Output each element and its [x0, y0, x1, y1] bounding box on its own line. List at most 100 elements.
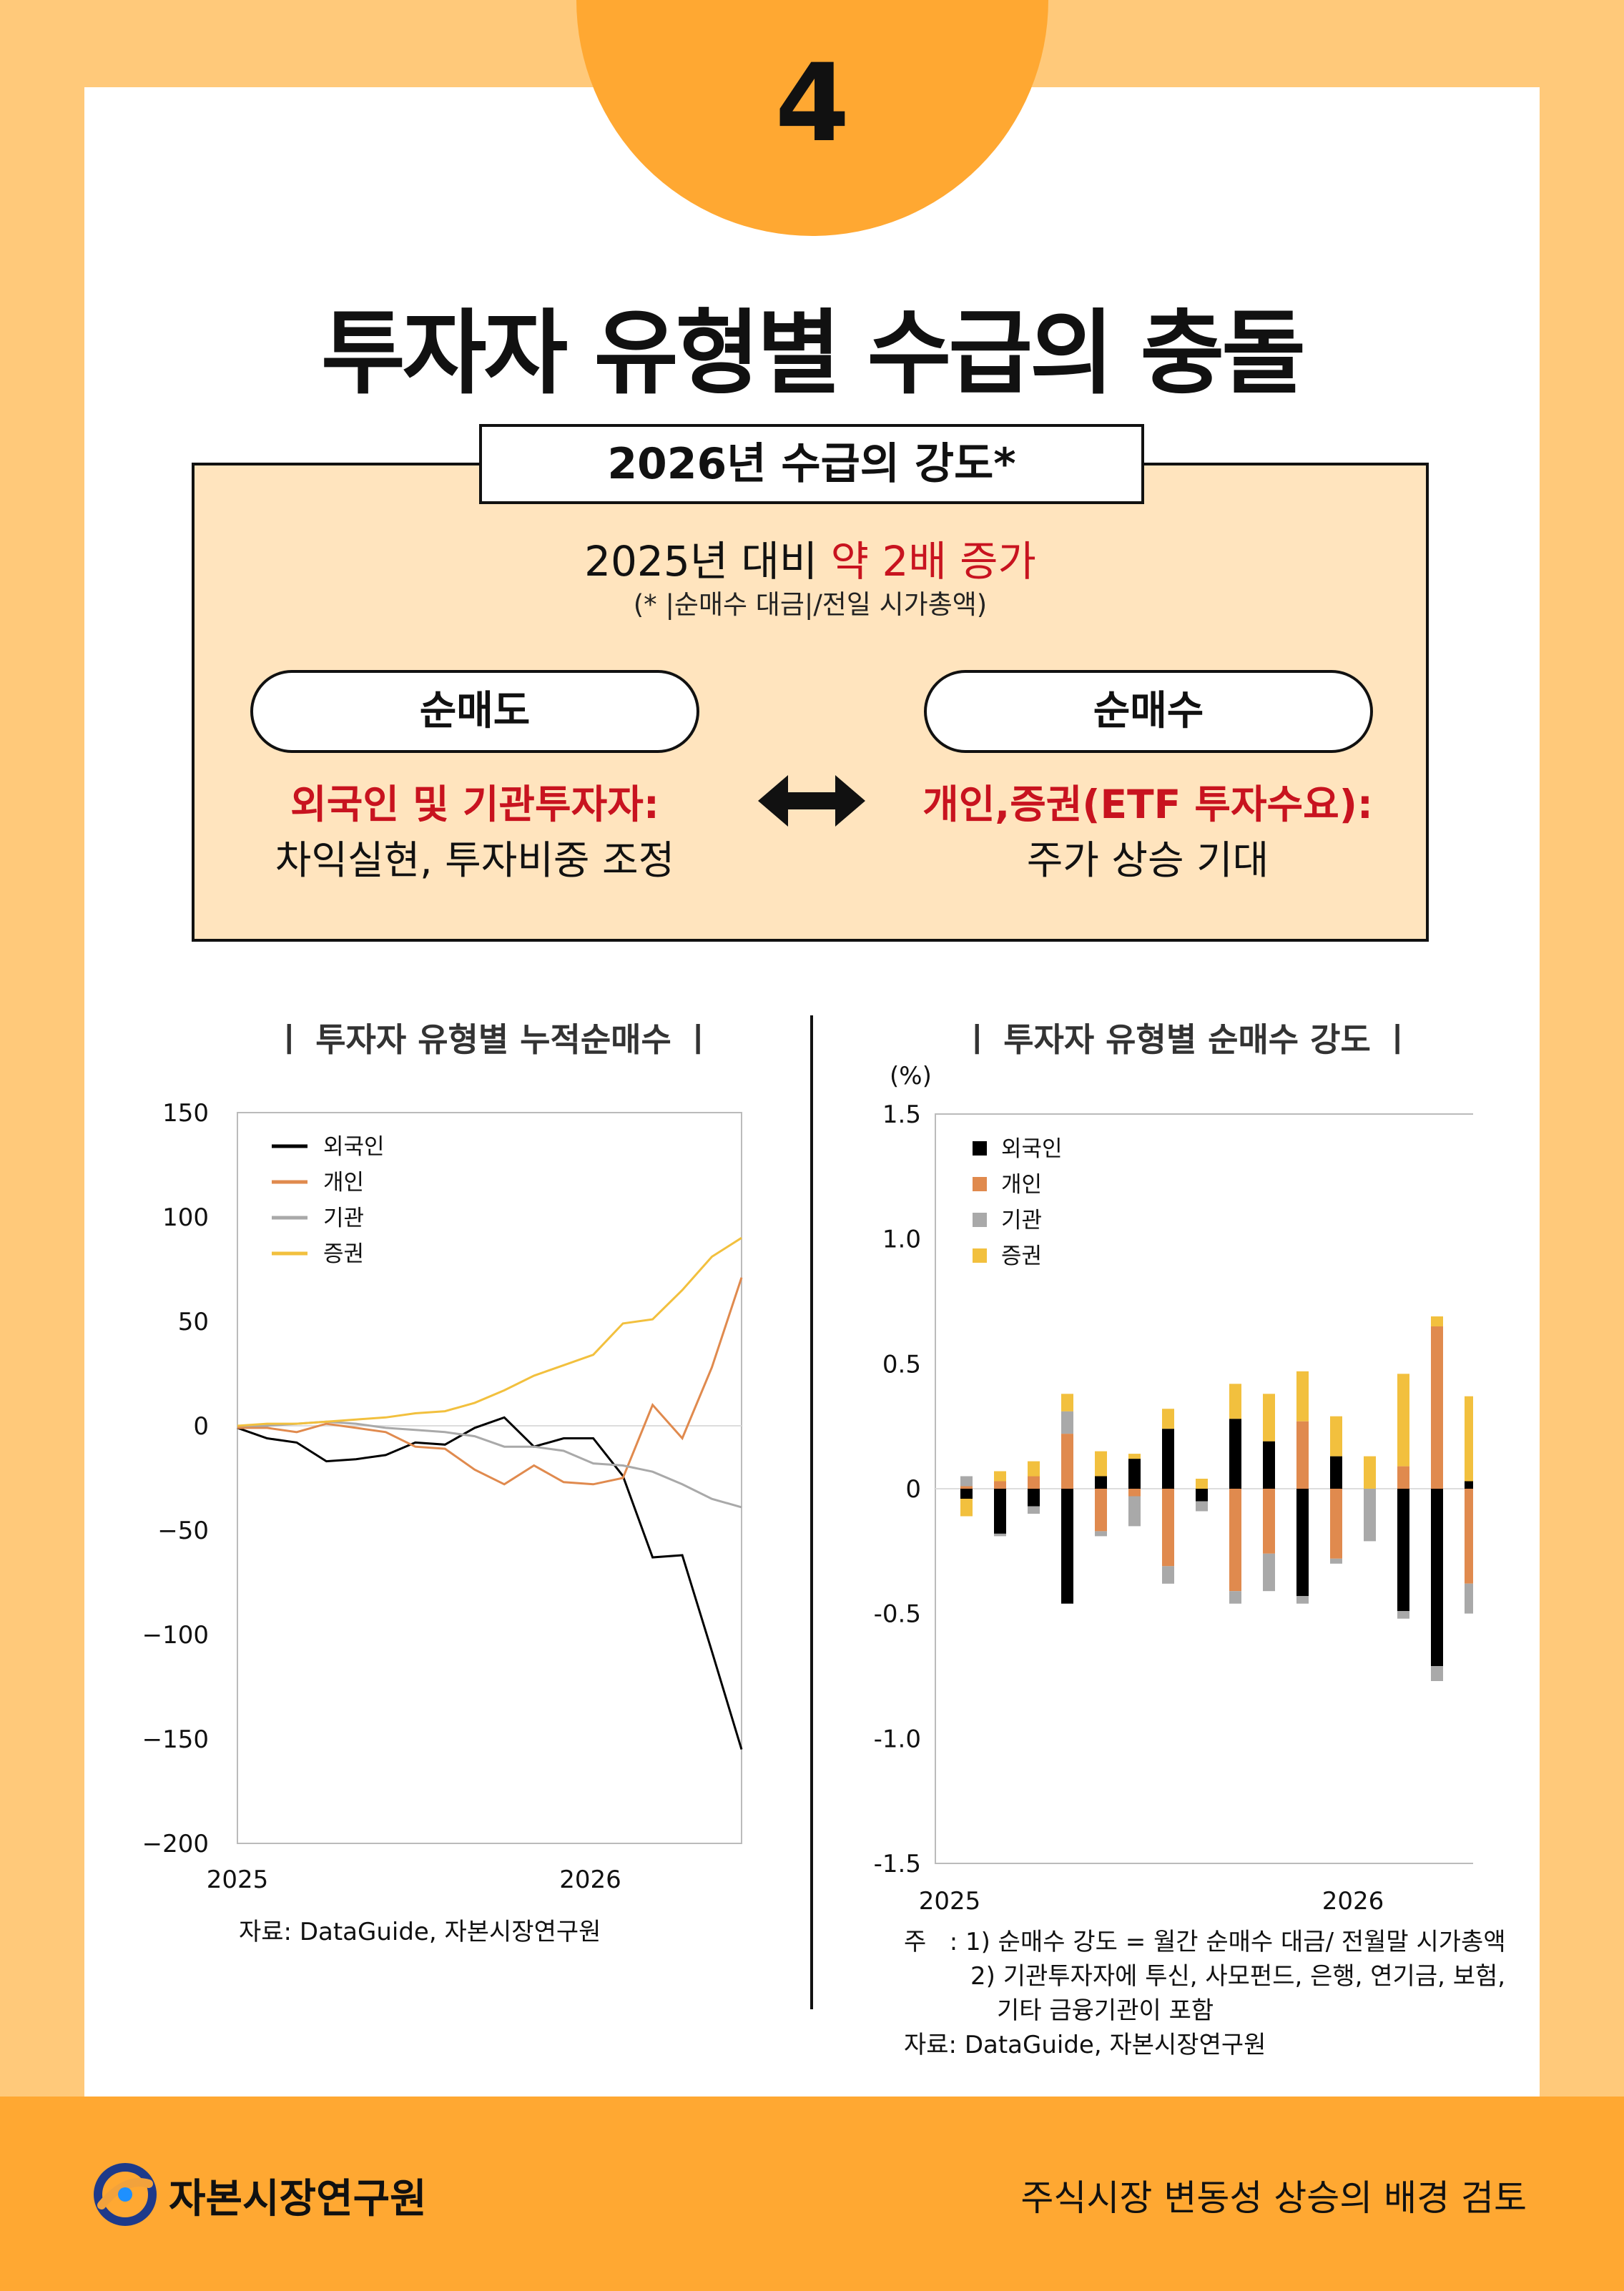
y-tick-label: −150	[142, 1725, 209, 1754]
bar-segment	[1263, 1553, 1275, 1592]
bar-segment	[1364, 1456, 1376, 1489]
headline-highlight: 약 2배 증가	[830, 537, 1036, 586]
bar-segment	[1095, 1476, 1107, 1489]
bar-segment	[1397, 1611, 1409, 1619]
right-chart-notes: 주 : 1) 순매수 강도 = 월간 순매수 대금/ 전월말 시가총액 2) 기…	[904, 1925, 1506, 2062]
bar-segment	[1397, 1466, 1409, 1489]
y-unit-label: (%)	[890, 1062, 932, 1090]
legend-label: 기관	[1001, 1208, 1042, 1233]
bar-segment	[1263, 1394, 1275, 1442]
x-tick-label: 2026	[1322, 1887, 1384, 1916]
bar-segment	[1095, 1451, 1107, 1477]
bar-segment	[994, 1533, 1006, 1537]
bar-segment	[1229, 1591, 1241, 1604]
bar-segment	[994, 1481, 1006, 1489]
legend-swatch	[973, 1177, 987, 1191]
legend-label: 증권	[323, 1241, 364, 1267]
y-tick-label: −50	[157, 1517, 209, 1545]
bar-segment	[1465, 1489, 1473, 1584]
y-tick-label: -1.0	[874, 1725, 921, 1753]
bar-segment	[1028, 1489, 1040, 1507]
report-title: 주식시장 변동성 상승의 배경 검토	[1020, 2177, 1527, 2219]
org-logo-icon	[94, 2163, 157, 2226]
bar-segment	[960, 1489, 973, 1499]
footer-bar	[0, 2097, 1624, 2291]
legend-label: 개인	[1001, 1172, 1042, 1198]
y-tick-label: −200	[142, 1830, 209, 1858]
cumulative-net-buying-chart: 150 100 50 0 −50 −100 −150 −200 2025 2026 외국인개인기…	[142, 1099, 743, 1894]
net-buying-actors: 개인,증권(ETF 투자수요):	[922, 782, 1373, 827]
bar-segment	[1196, 1479, 1208, 1489]
bar-segment	[1296, 1596, 1309, 1604]
bar-segment	[1296, 1489, 1309, 1597]
page-title: 투자자 유형별 수급의 충돌	[320, 300, 1306, 407]
bar-segment	[1397, 1489, 1409, 1612]
y-tick-label: 150	[162, 1099, 209, 1128]
summary-footnote: (* |순매수 대금|/전일 시가총액)	[633, 589, 988, 620]
series-line	[237, 1420, 742, 1509]
bar-segment	[1061, 1434, 1073, 1489]
legend-label: 외국인	[1001, 1136, 1063, 1162]
bar-segment	[1196, 1489, 1208, 1502]
y-tick-label: 0	[905, 1475, 921, 1504]
net-selling-pill: 순매도	[250, 670, 699, 753]
bar-segment	[960, 1476, 973, 1487]
legend-swatch	[973, 1213, 987, 1227]
bar-segment	[1128, 1489, 1141, 1497]
bar-segment	[1028, 1476, 1040, 1489]
bar-segment	[1028, 1506, 1040, 1514]
bar-segment	[1431, 1326, 1443, 1489]
bar-segment	[1330, 1456, 1342, 1489]
bar-segment	[960, 1486, 973, 1489]
note-label: 주	[904, 1928, 927, 1956]
bar-segment	[1330, 1558, 1342, 1564]
bar-segment	[1162, 1429, 1174, 1489]
net-buying-intensity-chart: (%) 1.5 1.0 0.5 0 -0.5 -1.0 -1.5 2025 2026 외국인개…	[874, 1062, 1473, 1916]
bar-segment	[1061, 1394, 1073, 1411]
series-line	[237, 1277, 743, 1486]
y-tick-label: 50	[178, 1308, 209, 1336]
net-buying-reason: 주가 상승 기대	[1026, 837, 1269, 883]
bar-segment	[1061, 1489, 1073, 1604]
y-tick-label: -0.5	[874, 1600, 921, 1629]
legend-label: 외국인	[323, 1134, 385, 1160]
bar-segment	[1330, 1489, 1342, 1559]
bar-segment	[994, 1471, 1006, 1482]
bar-segment	[1296, 1421, 1309, 1489]
bar-segment	[1465, 1583, 1473, 1614]
bar-segment	[1364, 1489, 1376, 1542]
bar-segment	[1431, 1316, 1443, 1326]
double-arrow-icon	[758, 775, 865, 827]
y-tick-label: 100	[162, 1203, 209, 1232]
legend-label: 증권	[1001, 1243, 1042, 1269]
bar-segment	[1431, 1666, 1443, 1681]
bar-segment	[1128, 1496, 1141, 1527]
left-chart-source: 자료: DataGuide, 자본시장연구원	[239, 1918, 601, 1946]
note-2: 2) 기관투자자에 투신, 사모펀드, 은행, 연기금, 보험,	[970, 1962, 1506, 1991]
series-line	[237, 1236, 742, 1427]
x-tick-label: 2026	[559, 1866, 621, 1894]
summary-headline: 2025년 대비 약 2배 증가	[192, 528, 1429, 588]
bar-segment	[1465, 1481, 1473, 1489]
right-chart-source: 자료: DataGuide, 자본시장연구원	[904, 2031, 1266, 2059]
bar-segment	[1330, 1416, 1342, 1457]
bar-segment	[1229, 1419, 1241, 1489]
y-tick-label: 0.5	[882, 1350, 921, 1379]
y-tick-label: -1.5	[874, 1850, 921, 1878]
y-tick-label: 1.5	[882, 1100, 921, 1129]
net-buying-pill: 순매수	[924, 670, 1373, 753]
bar-segment	[1162, 1489, 1174, 1567]
headline-prefix: 2025년 대비	[584, 537, 818, 586]
note-line-1: 주 : 1) 순매수 강도 = 월간 순매수 대금/ 전월말 시가총액	[904, 1925, 1506, 1959]
series-line	[237, 1416, 743, 1750]
bar-segment	[1465, 1396, 1473, 1482]
bar-segment	[1431, 1489, 1443, 1666]
left-chart-title: ㅣ 투자자 유형별 누적순매수 ㅣ	[273, 1020, 714, 1059]
right-chart-title: ㅣ 투자자 유형별 순매수 강도 ㅣ	[961, 1020, 1413, 1059]
x-tick-label: 2025	[919, 1887, 981, 1916]
org-name: 자본시장연구원	[169, 2176, 427, 2222]
net-selling-actors: 외국인 및 기관투자자:	[290, 782, 659, 827]
bar-segment	[1128, 1454, 1141, 1459]
note-1: : 1) 순매수 강도 = 월간 순매수 대금/ 전월말 시가총액	[949, 1928, 1506, 1956]
bar-segment	[1095, 1489, 1107, 1532]
